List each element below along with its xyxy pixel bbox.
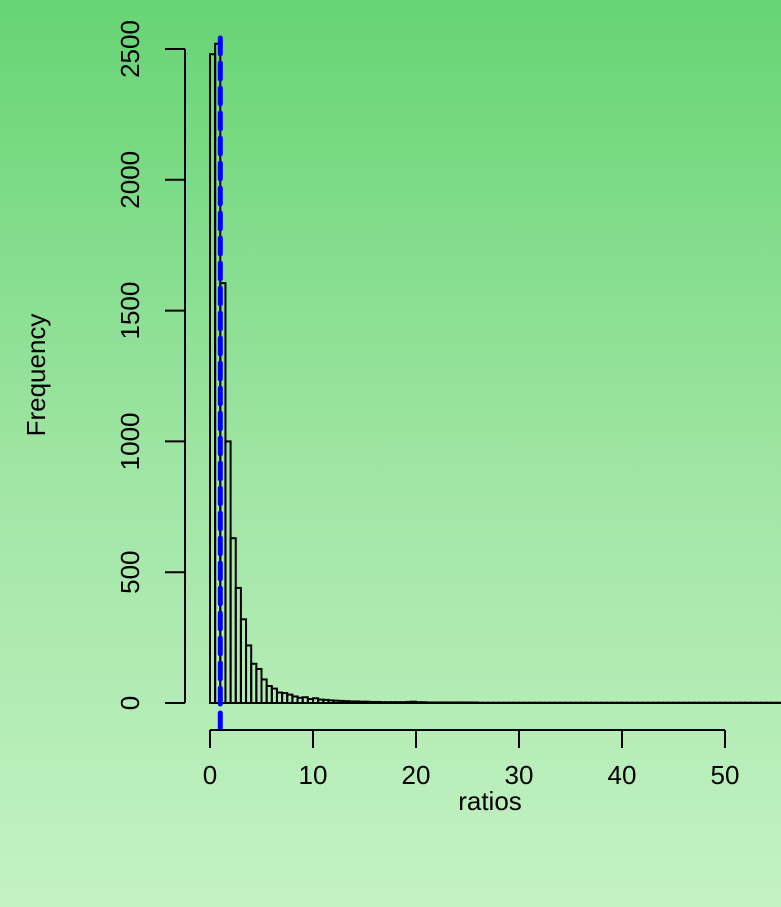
x-tick-label: 50 [711,760,740,790]
y-tick-label: 500 [115,551,145,594]
x-tick-label: 10 [299,760,328,790]
y-tick-label: 1500 [115,282,145,340]
y-tick-label: 2000 [115,151,145,209]
x-tick-label: 40 [608,760,637,790]
x-axis-title: ratios [458,786,522,816]
y-tick-label: 1000 [115,412,145,470]
y-tick-label: 0 [115,696,145,710]
x-tick-label: 0 [203,760,217,790]
y-axis-title: Frequency [21,314,51,437]
x-tick-label: 30 [505,760,534,790]
x-axis: 0 10 20 30 40 50 [203,729,740,790]
histogram-bars [209,42,781,705]
y-axis: 0 500 1000 1500 2000 2500 [115,20,186,710]
y-tick-label: 2500 [115,20,145,78]
x-tick-label: 20 [402,760,431,790]
